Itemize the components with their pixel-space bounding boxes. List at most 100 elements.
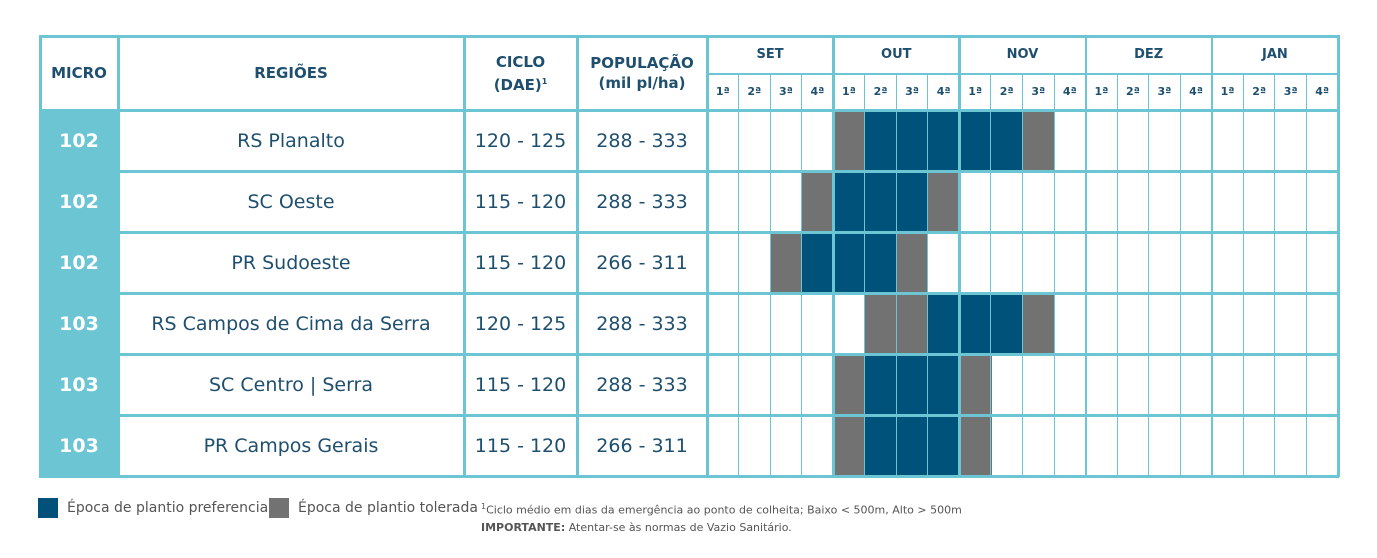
week-divider xyxy=(1305,74,1307,476)
preferred-week-cell xyxy=(864,354,897,415)
row-divider xyxy=(40,109,1338,112)
week-header: 1ª xyxy=(968,85,983,98)
week-divider xyxy=(990,74,992,476)
tolerated-week-cell xyxy=(1022,110,1055,171)
week-header: 2ª xyxy=(999,85,1014,98)
month-header: OUT xyxy=(881,47,912,62)
month-header: DEZ xyxy=(1134,47,1164,62)
month-header: NOV xyxy=(1006,47,1039,62)
tolerated-week-cell xyxy=(959,415,992,476)
micro-code: 103 xyxy=(40,354,118,415)
header-population-line2: (mil pl/ha) xyxy=(598,74,686,92)
week-header: 4ª xyxy=(1062,85,1077,98)
week-header: 1ª xyxy=(1094,85,1109,98)
header-cycle: CICLO (DAE)1 xyxy=(464,36,577,110)
footnotes: 1Ciclo médio em dias da emergência ao po… xyxy=(481,498,962,536)
week-header: 3ª xyxy=(1283,85,1298,98)
population-value: 288 - 333 xyxy=(596,312,688,335)
row-divider xyxy=(40,292,1338,295)
legend-preferred-swatch xyxy=(38,498,58,518)
week-header: 4ª xyxy=(810,85,825,98)
header-micro: MICRO xyxy=(51,64,107,82)
planting-calendar-table: MICRO REGIÕES CICLO (DAE)1 POPULAÇÃO (mi… xyxy=(39,35,1340,478)
week-header: 4ª xyxy=(1189,85,1203,98)
region-name: PR Campos Gerais xyxy=(203,434,379,457)
week-header: 4ª xyxy=(1315,85,1330,98)
preferred-week-cell xyxy=(927,110,960,171)
micro-code: 102 xyxy=(40,232,118,293)
micro-code: 103 xyxy=(40,293,118,354)
population-value: 288 - 333 xyxy=(596,190,688,213)
region-name: PR Sudoeste xyxy=(231,251,351,274)
week-header: 1ª xyxy=(1220,85,1235,98)
cycle-value: 115 - 120 xyxy=(474,373,567,396)
region-name: RS Campos de Cima da Serra xyxy=(151,312,431,335)
region-name: SC Oeste xyxy=(247,190,335,213)
week-divider xyxy=(769,74,771,476)
month-divider xyxy=(832,36,835,476)
table-border xyxy=(39,35,42,477)
region-name: SC Centro | Serra xyxy=(209,373,373,396)
population-value: 288 - 333 xyxy=(596,129,688,152)
population-value: 266 - 311 xyxy=(596,434,688,457)
week-divider xyxy=(1148,74,1150,476)
preferred-week-cell xyxy=(990,293,1024,354)
preferred-week-cell xyxy=(864,110,897,171)
column-divider xyxy=(576,36,579,476)
cycle-value: 115 - 120 xyxy=(474,190,567,213)
tolerated-week-cell xyxy=(801,171,834,232)
cycle-value: 115 - 120 xyxy=(474,251,567,274)
week-divider xyxy=(1274,74,1276,476)
preferred-week-cell xyxy=(927,354,960,415)
tolerated-week-cell xyxy=(833,415,866,476)
table-border xyxy=(1337,35,1340,477)
week-header: 2ª xyxy=(747,85,762,98)
population-value: 288 - 333 xyxy=(596,373,688,396)
tolerated-week-cell xyxy=(896,232,929,293)
row-divider xyxy=(40,231,1338,234)
week-divider xyxy=(801,74,803,476)
header-cycle-line1: CICLO xyxy=(495,52,546,71)
micro-code: 102 xyxy=(40,171,118,232)
column-divider xyxy=(117,36,120,476)
preferred-week-cell xyxy=(990,110,1024,171)
week-divider xyxy=(1179,74,1181,476)
week-header: 2ª xyxy=(1125,85,1140,98)
preferred-week-cell xyxy=(896,415,929,476)
week-divider xyxy=(864,74,866,476)
footnote-marker: 1 xyxy=(541,76,548,86)
tolerated-week-cell xyxy=(927,171,960,232)
row-divider xyxy=(40,170,1338,173)
week-divider xyxy=(895,74,897,476)
legend-tolerated-label: Época de plantio tolerada xyxy=(298,500,478,516)
header-cycle-line2: (DAE)1 xyxy=(493,75,548,94)
table-border xyxy=(39,475,1339,478)
row-divider xyxy=(40,353,1338,356)
preferred-week-cell xyxy=(927,293,960,354)
legend-tolerated: Época de plantio tolerada xyxy=(269,498,478,518)
month-divider xyxy=(1210,36,1214,476)
week-header: 1ª xyxy=(842,85,856,98)
preferred-week-cell xyxy=(864,232,897,293)
preferred-week-cell xyxy=(959,293,992,354)
week-header: 3ª xyxy=(905,85,919,98)
week-header: 3ª xyxy=(778,85,793,98)
legend-preferred: Época de plantio preferencial xyxy=(38,498,272,518)
population-value: 266 - 311 xyxy=(596,251,688,274)
column-divider xyxy=(463,36,466,476)
tolerated-week-cell xyxy=(959,354,992,415)
tolerated-week-cell xyxy=(833,110,866,171)
preferred-week-cell xyxy=(896,171,929,232)
week-divider xyxy=(1053,74,1055,476)
header-divider xyxy=(707,73,1338,75)
tolerated-week-cell xyxy=(896,293,929,354)
preferred-week-cell xyxy=(864,171,897,232)
week-header: 1ª xyxy=(715,85,730,98)
week-header: 3ª xyxy=(1031,85,1046,98)
week-header: 3ª xyxy=(1157,85,1172,98)
preferred-week-cell xyxy=(896,354,929,415)
cycle-value: 115 - 120 xyxy=(474,434,567,457)
week-header: 2ª xyxy=(873,85,888,98)
preferred-week-cell xyxy=(927,415,960,476)
cycle-value: 120 - 125 xyxy=(474,312,567,335)
